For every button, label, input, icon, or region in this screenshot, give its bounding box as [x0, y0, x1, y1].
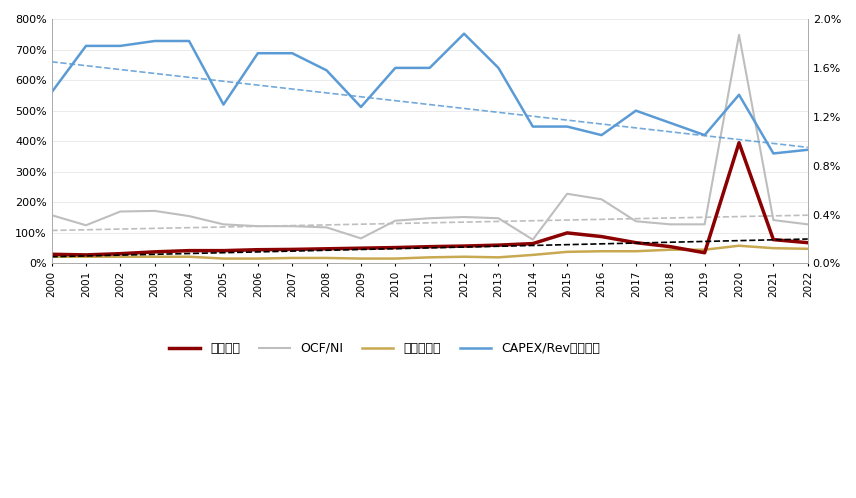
Legend: 分红比例, OCF/NI, 资产负债率, CAPEX/Rev（右轴）: 分红比例, OCF/NI, 资产负债率, CAPEX/Rev（右轴） [164, 337, 604, 360]
